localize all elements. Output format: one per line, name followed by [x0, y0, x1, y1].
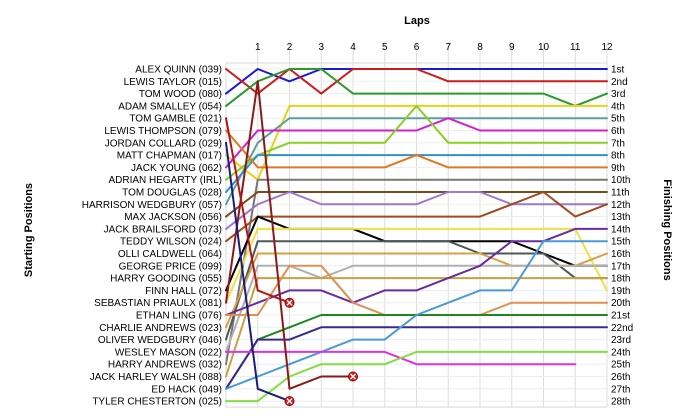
starting-driver-label: MATT CHAPMAN (017) [117, 151, 222, 162]
lap-number-label: 12 [601, 42, 613, 53]
starting-driver-label: OLIVER WEDGBURY (046) [98, 335, 222, 346]
finishing-position-label: 15th [611, 237, 630, 248]
finishing-positions-label: Finishing Positions [661, 179, 673, 280]
finishing-position-label: 10th [611, 175, 630, 186]
finishing-position-label: 17th [611, 261, 630, 272]
driver-position-line [225, 240, 608, 390]
retirement-marks [284, 297, 358, 407]
retirement-marker [284, 396, 295, 407]
retirement-cross [286, 398, 293, 405]
starting-driver-label: ALEX QUINN (039) [135, 65, 222, 76]
starting-driver-label: LEWIS THOMPSON (079) [104, 126, 222, 137]
retirement-cross [286, 299, 293, 306]
finishing-position-label: 20th [611, 298, 630, 309]
driver-position-line [225, 117, 291, 304]
starting-driver-label: OLLI CALDWELL (064) [118, 249, 222, 260]
lap-number-label: 3 [318, 42, 324, 53]
driver-position-line [225, 117, 608, 169]
driver-position-line [225, 141, 291, 403]
starting-driver-label: HARRY ANDREWS (032) [108, 360, 222, 371]
starting-driver-label: JORDAN COLLARD (029) [105, 138, 222, 149]
retirement-marker [347, 371, 358, 382]
starting-driver-label: TEDDY WILSON (024) [120, 237, 222, 248]
finishing-position-label: 28th [611, 397, 630, 408]
lap-number-label: 1 [255, 42, 261, 53]
finishing-position-label: 23rd [611, 335, 631, 346]
finishing-position-label: 2nd [611, 77, 628, 88]
finishing-position-label: 14th [611, 224, 630, 235]
finishing-position-label: 12th [611, 200, 630, 211]
finishing-position-label: 24th [611, 347, 630, 358]
starting-driver-label: SEBASTIAN PRIAULX (081) [94, 298, 222, 309]
starting-driver-label: HARRY GOODING (055) [110, 274, 222, 285]
driver-position-line [225, 277, 608, 378]
finishing-position-label: 6th [611, 126, 625, 137]
finishing-position-label: 9th [611, 163, 625, 174]
driver-position-line [225, 191, 608, 243]
starting-driver-label: JACK BRAILSFORD (073) [104, 224, 222, 235]
driver-position-line [225, 191, 608, 230]
lap-number-label: 5 [382, 42, 388, 53]
finishing-position-label: 26th [611, 372, 630, 383]
retirement-cross [350, 373, 356, 380]
driver-position-line [225, 129, 608, 169]
starting-driver-label: JACK YOUNG (062) [131, 163, 222, 174]
starting-driver-label: MAX JACKSON (056) [124, 212, 222, 223]
driver-position-line [225, 178, 608, 366]
starting-driver-label: TYLER CHESTERTON (025) [92, 397, 222, 408]
starting-driver-label: HARRISON WEDGBURY (057) [82, 200, 222, 211]
starting-driver-label: TOM DOUGLAS (028) [122, 188, 222, 199]
retirement-marker [284, 297, 295, 308]
finishing-position-label: 3rd [611, 89, 625, 100]
driver-position-line [225, 240, 608, 341]
starting-driver-label: ADRIAN HEGARTY (IRL) [108, 175, 222, 186]
starting-positions-label: Starting Positions [23, 183, 35, 277]
starting-driver-label: ED HACK (049) [151, 384, 222, 395]
finishing-position-label: 4th [611, 101, 625, 112]
finishing-position-label: 18th [611, 274, 630, 285]
starting-driver-label: FINN HALL (072) [145, 286, 222, 297]
lap-number-label: 6 [414, 42, 420, 53]
lap-number-label: 8 [477, 42, 483, 53]
driver-position-line [225, 104, 608, 181]
starting-driver-label: WESLEY MASON (022) [115, 347, 222, 358]
starting-driver-label: ETHAN LING (076) [136, 311, 222, 322]
lap-number-label: 2 [287, 42, 293, 53]
finishing-position-label: 25th [611, 360, 630, 371]
lap-number-label: 11 [570, 42, 581, 53]
finishing-position-label: 11th [611, 188, 630, 199]
driver-position-line [225, 68, 608, 107]
finishing-position-label: 19th [611, 286, 630, 297]
lap-number-label: 9 [509, 42, 515, 53]
starting-driver-label: CHARLIE ANDREWS (023) [99, 323, 222, 334]
finishing-position-label: 21st [611, 311, 630, 322]
finishing-position-label: 27th [611, 384, 630, 395]
driver-position-line [225, 80, 354, 390]
driver-position-line [225, 117, 608, 206]
position-lines [225, 68, 608, 403]
starting-driver-label: LEWIS TAYLOR (015) [124, 77, 222, 88]
driver-position-line [225, 326, 608, 390]
finishing-position-label: 8th [611, 151, 625, 162]
lap-number-label: 4 [350, 42, 356, 53]
driver-position-line [225, 350, 608, 403]
finishing-position-label: 13th [611, 212, 630, 223]
finishing-position-label: 5th [611, 114, 625, 125]
lap-number-label: 10 [538, 42, 550, 53]
driver-position-line [225, 227, 608, 304]
starting-driver-label: TOM WOOD (080) [139, 89, 222, 100]
finishing-position-label: 16th [611, 249, 630, 260]
starting-driver-label: GEORGE PRICE (099) [119, 261, 222, 272]
starting-driver-label: JACK HARLEY WALSH (088) [90, 372, 222, 383]
finishing-position-label: 7th [611, 138, 625, 149]
finishing-position-label: 22nd [611, 323, 633, 334]
chart-title: Laps [404, 15, 430, 27]
starting-driver-label: TOM GAMBLE (021) [129, 114, 222, 125]
starting-driver-label: ADAM SMALLEY (054) [118, 101, 222, 112]
lap-number-label: 7 [445, 42, 451, 53]
finishing-position-label: 1st [611, 65, 625, 76]
